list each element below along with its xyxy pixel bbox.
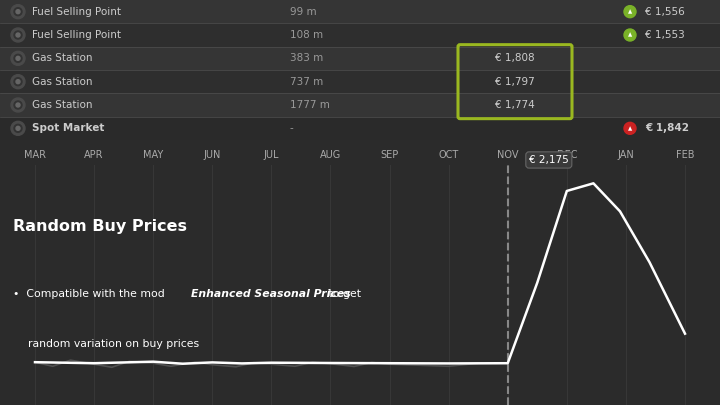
- Text: JUN: JUN: [204, 150, 221, 160]
- Text: MAY: MAY: [143, 150, 163, 160]
- Circle shape: [11, 122, 25, 135]
- Text: random variation on buy prices: random variation on buy prices: [28, 339, 199, 350]
- Text: € 1,808: € 1,808: [495, 53, 535, 63]
- Text: JUL: JUL: [264, 150, 279, 160]
- Bar: [0, 117, 720, 140]
- Circle shape: [624, 6, 636, 18]
- Circle shape: [11, 75, 25, 89]
- Circle shape: [624, 29, 636, 41]
- Circle shape: [624, 122, 636, 134]
- Text: Fuel Selling Point: Fuel Selling Point: [32, 6, 121, 17]
- Text: SEP: SEP: [380, 150, 399, 160]
- Text: OCT: OCT: [438, 150, 459, 160]
- Circle shape: [16, 103, 20, 107]
- Circle shape: [16, 10, 20, 14]
- Circle shape: [14, 101, 22, 109]
- Text: Random Buy Prices: Random Buy Prices: [13, 219, 187, 234]
- Text: ▲: ▲: [628, 32, 632, 38]
- Text: Fuel Selling Point: Fuel Selling Point: [32, 30, 121, 40]
- Text: € 1,556: € 1,556: [645, 6, 685, 17]
- Text: Spot Market: Spot Market: [32, 124, 104, 133]
- Text: to get: to get: [325, 288, 361, 298]
- Text: APR: APR: [84, 150, 104, 160]
- Text: ▲: ▲: [628, 9, 632, 14]
- Circle shape: [11, 98, 25, 112]
- Circle shape: [14, 31, 22, 39]
- Circle shape: [11, 51, 25, 65]
- Bar: [0, 0, 720, 23]
- Text: € 1,797: € 1,797: [495, 77, 535, 87]
- Bar: [0, 47, 720, 70]
- Text: NOV: NOV: [497, 150, 518, 160]
- Text: JAN: JAN: [618, 150, 634, 160]
- Circle shape: [11, 28, 25, 42]
- Text: Gas Station: Gas Station: [32, 77, 92, 87]
- Text: 737 m: 737 m: [290, 77, 323, 87]
- Text: € 1,553: € 1,553: [645, 30, 685, 40]
- Circle shape: [11, 5, 25, 19]
- Bar: [0, 23, 720, 47]
- Circle shape: [16, 33, 20, 37]
- Text: 99 m: 99 m: [290, 6, 317, 17]
- Text: DEC: DEC: [557, 150, 577, 160]
- Circle shape: [16, 56, 20, 60]
- Text: AUG: AUG: [320, 150, 341, 160]
- Text: FEB: FEB: [676, 150, 694, 160]
- Text: 1777 m: 1777 m: [290, 100, 330, 110]
- Text: 383 m: 383 m: [290, 53, 323, 63]
- Circle shape: [16, 126, 20, 130]
- Circle shape: [16, 80, 20, 84]
- Bar: [0, 70, 720, 93]
- Bar: [0, 93, 720, 117]
- Text: Gas Station: Gas Station: [32, 100, 92, 110]
- Text: Gas Station: Gas Station: [32, 53, 92, 63]
- Text: € 1,774: € 1,774: [495, 100, 535, 110]
- Circle shape: [14, 8, 22, 16]
- Circle shape: [14, 124, 22, 132]
- Text: 108 m: 108 m: [290, 30, 323, 40]
- Text: Enhanced Seasonal Prices: Enhanced Seasonal Prices: [192, 288, 351, 298]
- Text: ▲: ▲: [628, 126, 632, 131]
- Text: € 2,175: € 2,175: [529, 155, 569, 165]
- Circle shape: [14, 54, 22, 62]
- Circle shape: [14, 78, 22, 86]
- Text: € 1,842: € 1,842: [645, 124, 689, 133]
- Text: MAR: MAR: [24, 150, 46, 160]
- Text: •  Compatible with the mod: • Compatible with the mod: [13, 288, 168, 298]
- Text: -: -: [290, 124, 294, 133]
